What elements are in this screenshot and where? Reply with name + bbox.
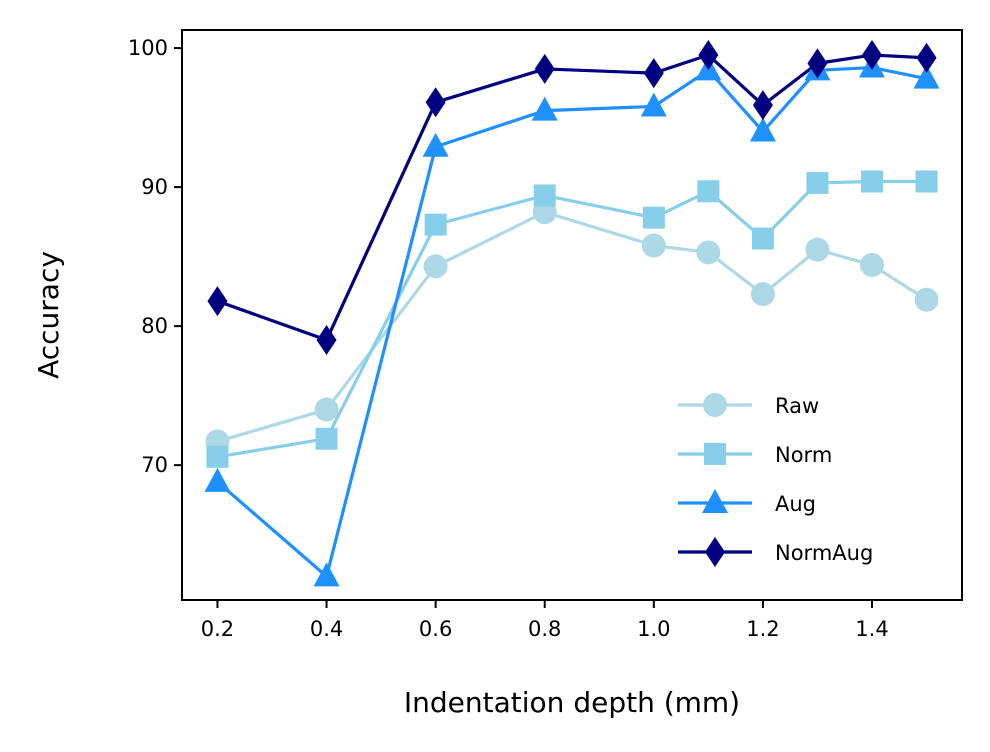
- data-point-normaug: [807, 48, 828, 79]
- data-point-aug: [749, 117, 776, 142]
- data-point-norm: [315, 427, 338, 450]
- data-point-normaug: [916, 42, 937, 73]
- data-point-raw: [750, 282, 775, 307]
- data-point-normaug: [316, 325, 337, 356]
- series-line-normaug: [215, 53, 929, 342]
- legend-marker-norm: [704, 443, 726, 465]
- x-tick-label: 0.4: [310, 617, 343, 641]
- series-line-norm: [215, 179, 929, 459]
- data-point-norm: [915, 170, 938, 193]
- x-tick-label: 0.8: [528, 617, 561, 641]
- data-point-raw: [423, 254, 448, 279]
- data-point-norm: [206, 445, 229, 468]
- data-point-aug: [640, 92, 667, 117]
- series-lines: [215, 53, 929, 578]
- legend-label-normaug: NormAug: [775, 541, 873, 565]
- data-point-norm: [424, 213, 447, 236]
- data-point-raw: [696, 240, 721, 265]
- data-point-norm: [806, 171, 829, 194]
- data-point-norm: [751, 227, 774, 250]
- series-line-raw: [215, 210, 929, 444]
- x-tick-label: 0.2: [201, 617, 234, 641]
- y-axis-label: Accuracy: [32, 251, 65, 379]
- data-point-normaug: [534, 53, 555, 84]
- y-tick-label: 90: [141, 175, 168, 199]
- data-point-raw: [860, 252, 884, 277]
- legend-label-aug: Aug: [775, 492, 816, 516]
- data-point-raw: [914, 287, 939, 312]
- x-tick-label: 1.4: [855, 617, 888, 641]
- data-point-normaug: [752, 90, 773, 121]
- data-point-normaug: [862, 40, 882, 71]
- x-tick-label: 1.2: [746, 617, 779, 641]
- data-point-raw: [641, 233, 666, 258]
- data-point-aug: [422, 132, 449, 157]
- series-markers: [204, 40, 940, 587]
- y-tick-label: 80: [141, 314, 168, 338]
- series-line-aug: [215, 65, 929, 578]
- x-tick-label: 1.0: [637, 617, 670, 641]
- data-point-aug: [531, 96, 558, 121]
- x-axis-ticks: 0.2 0.4 0.6 0.8 1.0 1.2 1.4: [201, 600, 889, 641]
- y-axis-ticks: 70 80 90 100: [128, 36, 182, 477]
- data-point-normaug: [698, 40, 719, 71]
- data-point-raw: [805, 237, 830, 262]
- data-point-aug: [313, 562, 340, 587]
- data-point-normaug: [207, 286, 228, 317]
- data-point-aug: [913, 64, 940, 89]
- legend-marker-raw: [703, 393, 727, 417]
- data-point-raw: [314, 397, 339, 422]
- legend-marker-normaug: [705, 537, 725, 567]
- x-axis-label: Indentation depth (mm): [404, 686, 740, 719]
- data-point-norm: [861, 170, 883, 193]
- data-point-aug: [204, 467, 231, 492]
- legend-label-norm: Norm: [775, 443, 832, 467]
- legend-label-raw: Raw: [775, 394, 819, 418]
- legend-marker-aug: [702, 489, 728, 513]
- data-point-norm: [642, 206, 665, 229]
- data-point-norm: [533, 184, 556, 207]
- y-tick-label: 70: [141, 453, 168, 477]
- y-tick-label: 100: [128, 36, 168, 60]
- data-point-norm: [697, 180, 720, 203]
- x-tick-label: 0.6: [419, 617, 452, 641]
- data-point-normaug: [643, 58, 664, 89]
- data-point-normaug: [425, 87, 446, 118]
- plot-area-frame: [181, 29, 963, 601]
